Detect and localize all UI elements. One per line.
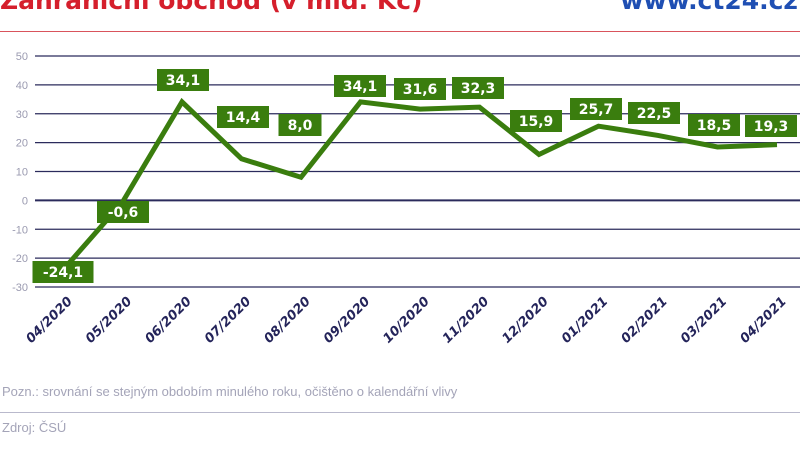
y-tick-label: 40 [16, 80, 28, 92]
x-tick-label: 10/2020 [380, 294, 432, 346]
y-tick-label: 10 [16, 167, 28, 179]
data-label: 18,5 [697, 118, 732, 134]
x-tick-label: 08/2020 [261, 294, 313, 346]
line-chart: 50 40 30 20 10 0 -10 -20 -30 -24,1 -0,6 34,1 14,4 8,0… [12, 51, 800, 347]
data-label: 34,1 [166, 73, 201, 89]
data-label: 31,6 [403, 82, 438, 98]
data-label: 25,7 [579, 102, 614, 118]
data-label-box [278, 114, 322, 136]
data-label: 34,1 [343, 79, 378, 95]
y-tick-label: -10 [12, 224, 28, 236]
x-tick-label: 04/2020 [23, 294, 75, 346]
data-label-box [394, 78, 446, 100]
data-label-box [217, 106, 269, 128]
x-tick-label: 06/2020 [142, 294, 194, 346]
x-tick-label: 04/2021 [737, 294, 789, 346]
y-tick-label: 0 [22, 195, 28, 207]
data-label-box [334, 75, 386, 97]
y-tick-label: -20 [12, 253, 28, 265]
x-tick-label: 09/2020 [321, 294, 373, 346]
data-label: 14,4 [226, 110, 261, 126]
data-label-box [688, 114, 740, 136]
x-tick-label: 07/2020 [202, 294, 254, 346]
data-label-box [745, 115, 797, 137]
data-label: 32,3 [461, 81, 496, 97]
data-label-box [628, 102, 680, 124]
data-label-box [570, 98, 622, 120]
data-label: 22,5 [637, 106, 672, 122]
y-tick-label: 30 [16, 109, 28, 121]
data-label-box [510, 110, 562, 132]
data-label: 19,3 [754, 119, 789, 135]
data-label: 15,9 [519, 114, 554, 130]
footer-divider [0, 412, 800, 413]
data-label: -24,1 [43, 265, 83, 281]
data-label: 8,0 [288, 118, 313, 134]
data-label-box [32, 261, 94, 283]
chart-title: Zahraniční obchod (v mld. Kč) [0, 0, 423, 15]
chart-source: Zdroj: ČSÚ [2, 420, 67, 435]
brand-link[interactable]: www.ct24.cz [620, 0, 798, 15]
x-tick-label: 01/2021 [559, 294, 611, 346]
x-tick-label: 03/2021 [678, 294, 730, 346]
chart-note: Pozn.: srovnání se stejným obdobím minul… [2, 384, 458, 399]
y-tick-label: 50 [16, 51, 28, 63]
data-label: -0,6 [108, 205, 139, 221]
x-tick-label: 05/2020 [83, 294, 135, 346]
y-tick-label: 20 [16, 138, 28, 150]
x-tick-label: 02/2021 [618, 294, 670, 346]
data-label-box [157, 69, 209, 91]
x-tick-label: 11/2020 [440, 294, 492, 346]
x-tick-label: 12/2020 [499, 294, 551, 346]
data-label-box [452, 77, 504, 99]
series-line [61, 97, 778, 272]
y-tick-label: -30 [12, 282, 28, 294]
data-label-box [97, 201, 149, 223]
header-divider [0, 31, 800, 32]
